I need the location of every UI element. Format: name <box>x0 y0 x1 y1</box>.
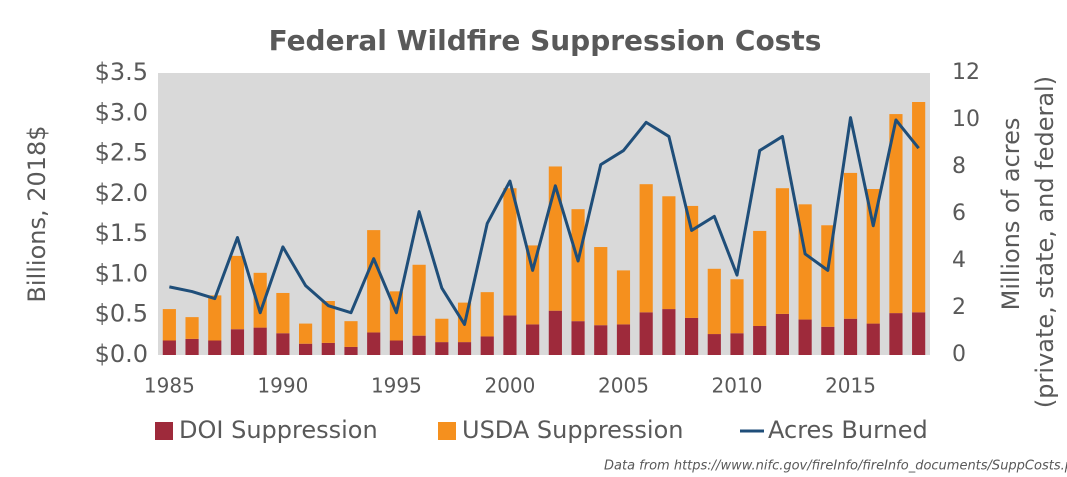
bar <box>253 327 267 355</box>
bar <box>253 272 267 328</box>
bar <box>707 268 721 335</box>
bar <box>753 230 767 326</box>
bar <box>321 342 335 355</box>
bar <box>775 313 789 355</box>
bar <box>707 334 721 355</box>
y-tick-label: $2.0 <box>95 179 148 207</box>
bar <box>344 321 358 347</box>
bar <box>889 114 903 314</box>
x-tick-label: 2005 <box>598 374 649 398</box>
bar <box>594 325 608 355</box>
y2-tick-label: 6 <box>952 201 966 226</box>
legend-label: DOI Suppression <box>179 416 378 444</box>
bar <box>571 209 585 322</box>
bar <box>412 335 426 355</box>
bar <box>208 295 222 341</box>
y2-tick-label: 10 <box>952 107 980 132</box>
bar <box>230 329 245 355</box>
bar <box>208 340 222 355</box>
bar <box>457 342 472 355</box>
legend-swatch <box>438 422 456 440</box>
bar <box>821 326 835 355</box>
y2-axis-label: Millions of acres <box>997 118 1025 311</box>
legend-label: USDA Suppression <box>462 416 684 444</box>
bar <box>299 323 313 344</box>
x-tick-label: 2010 <box>712 374 763 398</box>
bar <box>185 317 199 339</box>
y2-tick-label: 0 <box>952 342 966 367</box>
x-tick-label: 1995 <box>371 374 422 398</box>
bar <box>389 340 403 355</box>
y-tick-label: $1.5 <box>95 219 148 247</box>
bar <box>321 301 335 343</box>
bar <box>616 270 631 325</box>
bar <box>616 324 631 355</box>
bar <box>299 343 313 355</box>
plot-area <box>158 73 930 355</box>
bar <box>866 323 880 355</box>
bar <box>866 189 880 324</box>
x-tick-label: 1990 <box>257 374 308 398</box>
legend-label: Acres Burned <box>768 416 928 444</box>
bar <box>412 264 426 336</box>
bar <box>480 336 494 355</box>
bar <box>912 312 926 355</box>
chart-title: Federal Wildfire Suppression Costs <box>269 24 822 57</box>
bar <box>685 205 699 318</box>
bar <box>662 309 676 355</box>
bar <box>503 315 517 355</box>
bar <box>526 245 540 325</box>
bar <box>526 324 540 355</box>
bar <box>594 247 608 326</box>
bar <box>435 342 449 355</box>
bar <box>753 325 767 355</box>
y2-tick-label: 4 <box>952 248 966 273</box>
bar <box>367 332 381 355</box>
bar <box>639 184 653 313</box>
bar <box>503 188 517 316</box>
bar <box>344 346 358 355</box>
bar <box>230 255 245 330</box>
bar <box>276 292 290 334</box>
bar <box>730 279 744 334</box>
bar <box>775 188 789 314</box>
bar <box>798 204 812 320</box>
bar <box>480 292 494 337</box>
y2-axis-label: (private, state, and federal) <box>1031 76 1059 408</box>
bar <box>798 319 812 355</box>
bar <box>571 321 585 355</box>
bar <box>639 312 653 355</box>
bar <box>367 230 381 333</box>
bar <box>912 102 926 313</box>
bar <box>843 318 858 355</box>
source-note: Data from https://www.nifc.gov/fireInfo/… <box>604 459 1067 474</box>
y2-tick-label: 8 <box>952 154 966 179</box>
x-tick-label: 1985 <box>144 374 195 398</box>
line <box>169 116 920 326</box>
y-axis-label: Billions, 2018$ <box>23 125 51 302</box>
x-tick-label: 2015 <box>825 374 876 398</box>
y-tick-label: $3.5 <box>95 58 148 86</box>
bar <box>435 318 449 343</box>
bar <box>662 196 676 310</box>
legend-swatch <box>155 422 173 440</box>
y-tick-label: $2.5 <box>95 139 148 167</box>
y-tick-label: $1.0 <box>95 259 148 287</box>
bar <box>162 340 176 355</box>
y-tick-label: $0.5 <box>95 300 148 328</box>
y2-tick-label: 2 <box>952 295 966 320</box>
bar <box>843 172 858 319</box>
bar <box>548 310 562 355</box>
bar <box>685 317 699 355</box>
bar <box>162 309 176 341</box>
bar <box>276 333 290 355</box>
bar <box>185 338 199 355</box>
bar <box>730 333 744 355</box>
y-tick-label: $0.0 <box>95 340 148 368</box>
y2-tick-label: 12 <box>952 60 980 85</box>
bar <box>889 313 903 355</box>
y-tick-label: $3.0 <box>95 98 148 126</box>
x-tick-label: 2000 <box>484 374 535 398</box>
